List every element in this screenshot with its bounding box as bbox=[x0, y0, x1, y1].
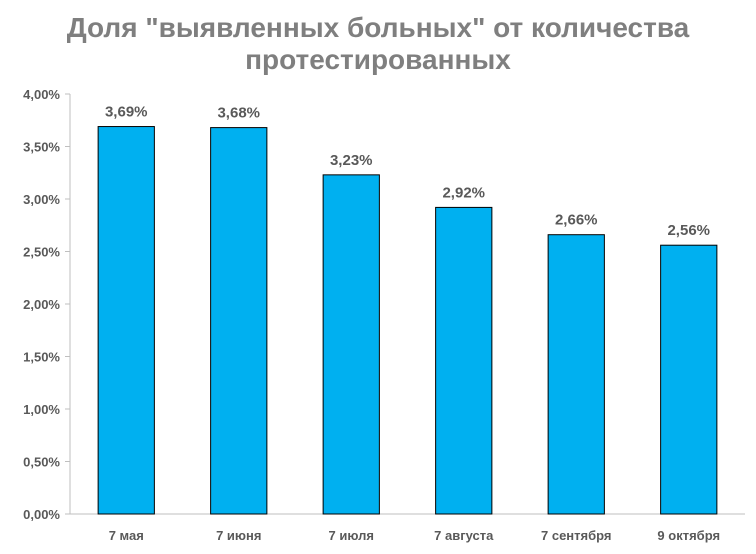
y-tick-label: 0,50% bbox=[23, 455, 60, 470]
y-axis: 0,00% 0,50% 1,00% 1,50% 2,00% 2,50% 3,00% 3,50%… bbox=[23, 87, 71, 522]
y-tick-label: 2,50% bbox=[23, 245, 60, 260]
bars bbox=[97, 126, 718, 515]
y-tick-label: 3,00% bbox=[23, 192, 60, 207]
y-tick-label: 1,00% bbox=[23, 402, 60, 417]
x-tick-label: 7 июля bbox=[329, 528, 374, 543]
x-tick-label: 9 октября bbox=[657, 528, 720, 543]
data-label: 2,66% bbox=[555, 212, 598, 229]
x-tick-label: 7 июня bbox=[216, 528, 261, 543]
data-label: 2,56% bbox=[667, 222, 710, 239]
chart-title: Доля "выявленных больных" от количества … bbox=[0, 12, 756, 76]
y-tick-label: 3,50% bbox=[23, 140, 60, 155]
bar bbox=[435, 206, 493, 515]
x-tick-label: 7 августа bbox=[434, 528, 494, 543]
y-tick-label: 0,00% bbox=[23, 507, 60, 522]
data-labels: 3,69% 3,68% 3,23% 2,92% 2,66% 2,56% bbox=[105, 104, 710, 240]
data-label: 2,92% bbox=[442, 184, 485, 201]
bar bbox=[660, 244, 718, 515]
chart-title-line-1: Доля "выявленных больных" от количества bbox=[66, 12, 690, 43]
x-tick-label: 7 мая bbox=[109, 528, 144, 543]
bar bbox=[97, 126, 155, 515]
x-tick-label: 7 сентября bbox=[541, 528, 612, 543]
y-tick-label: 1,50% bbox=[23, 350, 60, 365]
y-tick-label: 4,00% bbox=[23, 87, 60, 102]
data-label: 3,23% bbox=[330, 152, 373, 169]
data-label: 3,68% bbox=[217, 105, 260, 122]
bar bbox=[210, 127, 268, 515]
chart-title-line-2: протестированных bbox=[245, 44, 511, 75]
bar bbox=[322, 174, 380, 515]
data-label: 3,69% bbox=[105, 104, 148, 121]
y-tick-label: 2,00% bbox=[23, 297, 60, 312]
x-axis: 7 мая 7 июня 7 июля 7 августа 7 сентября 9 ок… bbox=[70, 513, 745, 543]
bar bbox=[547, 234, 605, 515]
